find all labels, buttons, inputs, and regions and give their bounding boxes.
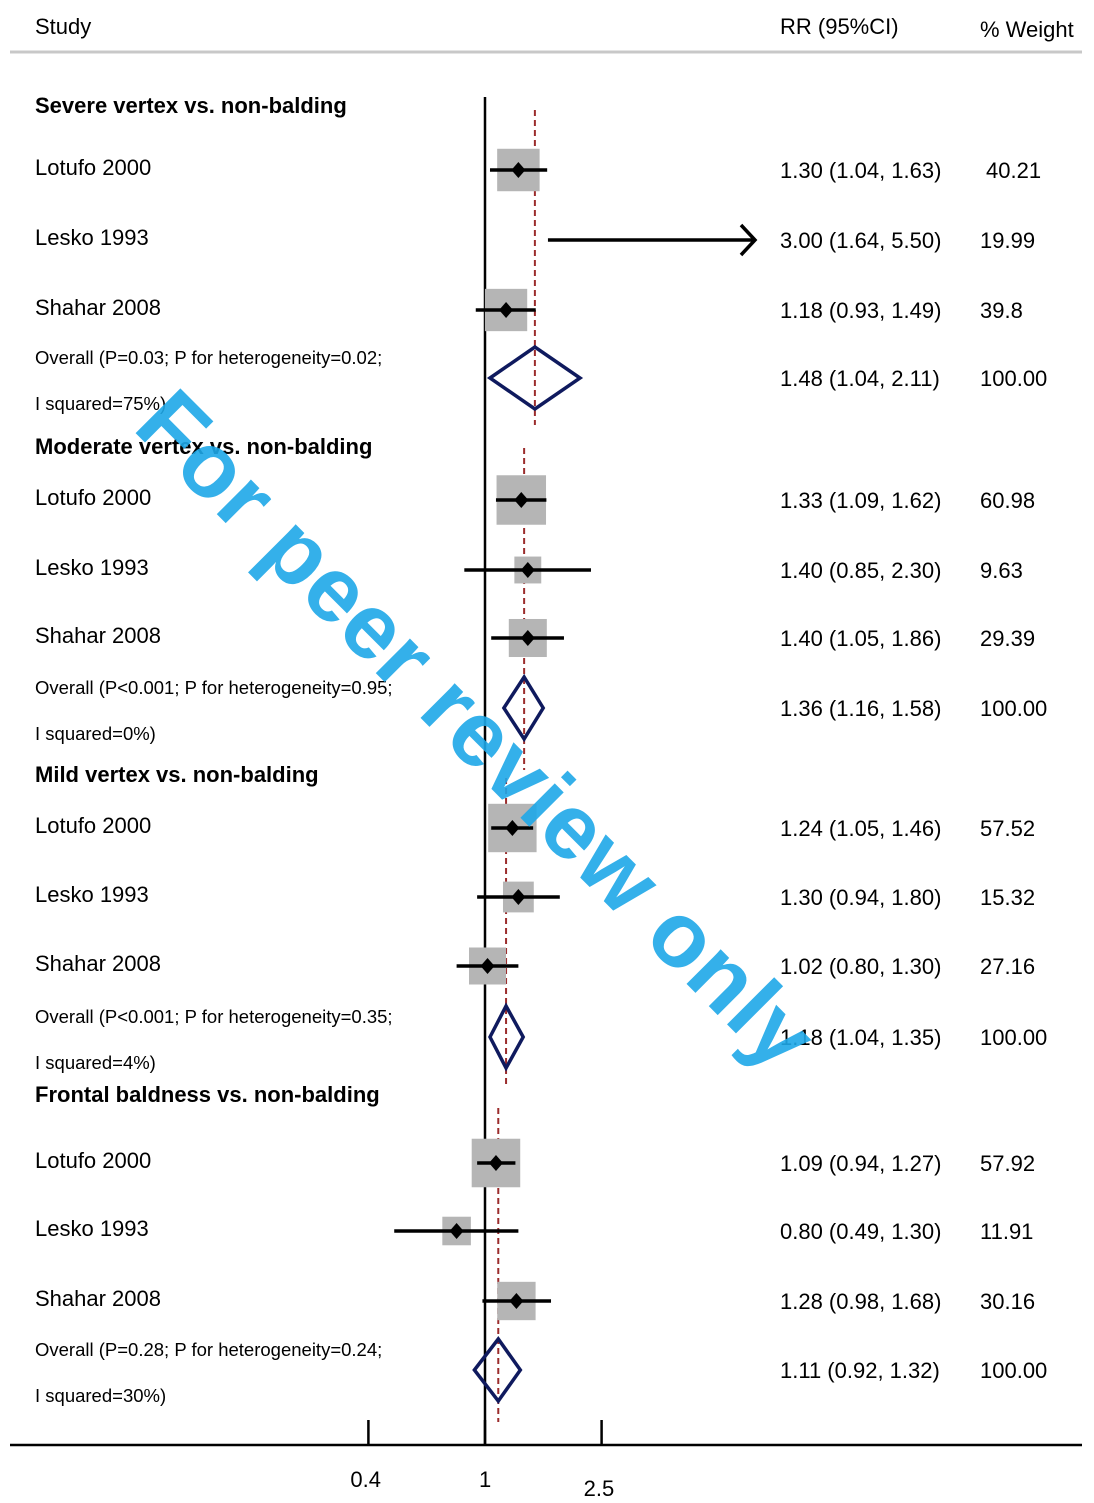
study-name: Lotufo 2000: [35, 155, 152, 180]
point-estimate: [511, 162, 526, 178]
ci-arrow: [739, 223, 758, 257]
point-estimate: [520, 630, 535, 646]
study-column-header: Study: [35, 14, 92, 39]
point-estimate: [449, 1223, 464, 1239]
heterogeneity-label: I squared=0%): [35, 723, 156, 744]
point-estimate: [514, 492, 529, 508]
overall-label: Overall (P=0.03; P for heterogeneity=0.0…: [35, 347, 383, 368]
overall-rr-ci-label: 1.11 (0.92, 1.32): [780, 1358, 940, 1383]
overall-label: Overall (P<0.001; P for heterogeneity=0.…: [35, 677, 393, 698]
point-estimate: [520, 562, 535, 578]
point-estimate: [511, 889, 526, 905]
weight-label: 57.92: [980, 1151, 1036, 1176]
weight-label: 29.39: [980, 626, 1036, 651]
weight-label: 27.16: [980, 954, 1036, 979]
overall-diamond: [472, 1336, 523, 1404]
study-name: Lotufo 2000: [35, 1148, 152, 1173]
weight-label: 57.52: [980, 816, 1036, 841]
overall-weight-label: 100.00: [980, 1358, 1048, 1383]
weight-label: 9.63: [980, 558, 1023, 583]
study-name: Lesko 1993: [35, 555, 149, 580]
overall-label: Overall (P=0.28; P for heterogeneity=0.2…: [35, 1339, 383, 1360]
rr-ci-label: 1.09 (0.94, 1.27): [780, 1151, 942, 1176]
study-name: Lesko 1993: [35, 882, 149, 907]
rr-ci-label: 1.30 (1.04, 1.63): [780, 158, 942, 183]
overall-weight-label: 100.00: [980, 366, 1048, 391]
weight-label: 11.91: [980, 1219, 1034, 1244]
point-estimate: [505, 820, 520, 836]
overall-rr-ci-label: 1.36 (1.16, 1.58): [780, 696, 942, 721]
overall-diamond: [486, 344, 584, 412]
overall-diamond: [501, 673, 546, 743]
study-name: Lesko 1993: [35, 1216, 149, 1241]
rr-ci-label: 1.40 (1.05, 1.86): [780, 626, 942, 651]
group-title: Mild vertex vs. non-balding: [35, 762, 319, 787]
rr-ci-label: 1.02 (0.80, 1.30): [780, 954, 942, 979]
point-estimate: [499, 302, 514, 318]
point-estimate: [488, 1155, 503, 1171]
rr-ci-label: 1.30 (0.94, 1.80): [780, 885, 942, 910]
study-name: Shahar 2008: [35, 295, 161, 320]
x-tick-label: 1: [479, 1467, 492, 1492]
heterogeneity-label: I squared=75%): [35, 393, 167, 414]
x-tick-label: 2.5: [583, 1476, 615, 1501]
study-name: Lotufo 2000: [35, 813, 152, 838]
study-name: Lotufo 2000: [35, 485, 152, 510]
weight-label: 30.16: [980, 1289, 1036, 1314]
study-name: Lesko 1993: [35, 225, 149, 250]
x-tick-label: 0.4: [350, 1467, 381, 1492]
group-title: Moderate vertex vs. non-balding: [35, 434, 373, 459]
weight-label: 19.99: [980, 228, 1036, 253]
weight-label: 15.32: [980, 885, 1036, 910]
study-name: Shahar 2008: [35, 951, 161, 976]
study-name: Shahar 2008: [35, 1286, 161, 1311]
weight-label: 39.8: [980, 298, 1023, 323]
weight-label: 60.98: [980, 488, 1036, 513]
weight-column-header: % Weight: [980, 17, 1074, 42]
heterogeneity-label: I squared=4%): [35, 1052, 156, 1073]
overall-weight-label: 100.00: [980, 1025, 1048, 1050]
point-estimate: [480, 958, 495, 974]
overall-weight-label: 100.00: [980, 696, 1048, 721]
overall-diamond: [488, 1002, 526, 1072]
rr-ci-label: 1.18 (0.93, 1.49): [780, 298, 942, 323]
overall-rr-ci-label: 1.48 (1.04, 2.11): [780, 366, 940, 391]
rr-column-header: RR (95%CI): [780, 14, 899, 39]
study-name: Shahar 2008: [35, 623, 161, 648]
rr-ci-label: 1.40 (0.85, 2.30): [780, 558, 942, 583]
overall-rr-ci-label: 1.18 (1.04, 1.35): [780, 1025, 942, 1050]
heterogeneity-label: I squared=30%): [35, 1385, 167, 1406]
group-title: Severe vertex vs. non-balding: [35, 93, 347, 118]
weight-label: 40.21: [986, 158, 1042, 183]
rr-ci-label: 1.28 (0.98, 1.68): [780, 1289, 942, 1314]
rr-ci-label: 1.33 (1.09, 1.62): [780, 488, 942, 513]
overall-label: Overall (P<0.001; P for heterogeneity=0.…: [35, 1006, 393, 1027]
group-title: Frontal baldness vs. non-balding: [35, 1082, 380, 1107]
point-estimate: [509, 1293, 524, 1309]
rr-ci-label: 3.00 (1.64, 5.50): [780, 228, 942, 253]
rr-ci-label: 0.80 (0.49, 1.30): [780, 1219, 942, 1244]
rr-ci-label: 1.24 (1.05, 1.46): [780, 816, 942, 841]
